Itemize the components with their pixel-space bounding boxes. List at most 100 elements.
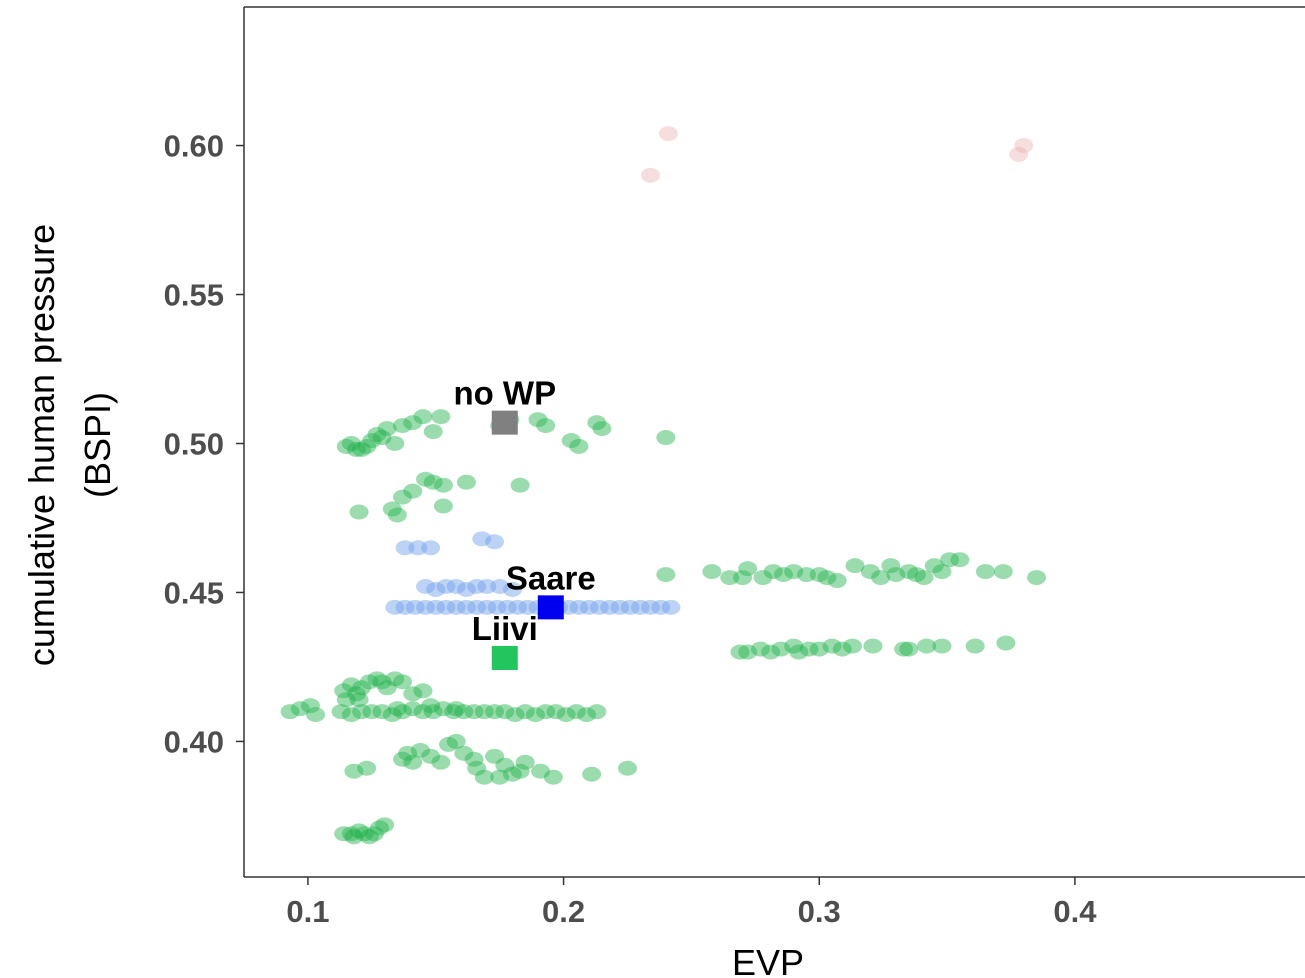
data-point-s0-135 — [421, 748, 441, 764]
data-point-s0-98 — [336, 692, 356, 708]
data-point-s0-154 — [341, 826, 361, 842]
data-point-s1-6 — [446, 599, 466, 615]
data-point-s0-74 — [799, 641, 819, 657]
data-point-s0-23 — [561, 433, 581, 449]
data-point-s1-33 — [467, 579, 487, 595]
data-point-s0-89 — [352, 680, 372, 696]
data-point-s0-86 — [334, 683, 354, 699]
data-point-s0-61 — [940, 552, 960, 568]
data-point-s0-146 — [510, 763, 530, 779]
data-point-s0-141 — [467, 760, 487, 776]
data-point-s0-92 — [372, 674, 392, 690]
data-point-s0-13 — [385, 435, 405, 451]
data-point-s0-134 — [410, 742, 430, 758]
data-point-s0-88 — [346, 686, 366, 702]
data-point-s0-120 — [536, 704, 556, 720]
data-point-s0-60 — [932, 564, 952, 580]
data-point-s0-50 — [827, 573, 847, 589]
data-point-s0-57 — [906, 567, 926, 583]
data-point-s1-0 — [385, 599, 405, 615]
data-point-s0-70 — [761, 644, 781, 660]
data-point-s0-83 — [932, 638, 952, 654]
data-point-s0-111 — [444, 704, 464, 720]
data-point-s0-80 — [894, 641, 914, 657]
data-point-s0-12 — [377, 421, 397, 437]
data-point-s1-31 — [446, 579, 466, 595]
data-point-s0-153 — [334, 826, 354, 842]
data-point-s0-130 — [357, 760, 377, 776]
data-point-s0-125 — [587, 704, 607, 720]
data-point-s0-69 — [750, 641, 770, 657]
data-point-s0-87 — [341, 677, 361, 693]
data-point-s1-22 — [610, 599, 630, 615]
data-point-s0-138 — [446, 733, 466, 749]
data-point-s1-23 — [620, 599, 640, 615]
data-point-s0-34 — [423, 474, 443, 490]
data-point-s0-156 — [354, 826, 374, 842]
data-point-s1-34 — [477, 579, 497, 595]
data-point-s0-151 — [617, 760, 637, 776]
data-point-s1-2 — [405, 599, 425, 615]
data-point-s0-71 — [771, 641, 791, 657]
data-point-s0-108 — [413, 704, 433, 720]
data-point-s0-121 — [546, 704, 566, 720]
data-point-s0-68 — [738, 644, 758, 660]
data-point-s1-41 — [485, 534, 505, 550]
annotation-liivi: Liivi — [472, 610, 538, 647]
data-point-s0-14 — [393, 418, 413, 434]
data-point-s0-78 — [842, 638, 862, 654]
data-point-s0-112 — [454, 704, 474, 720]
data-point-s1-3 — [416, 599, 436, 615]
data-point-s1-32 — [456, 581, 476, 597]
data-point-s1-5 — [436, 599, 456, 615]
data-point-s0-63 — [975, 564, 995, 580]
data-point-s1-19 — [579, 599, 599, 615]
data-point-s1-38 — [408, 540, 428, 556]
x-tick-label: 0.3 — [798, 894, 841, 929]
plot-marks: no WP Saare Liivi — [280, 126, 1047, 845]
data-point-s0-97 — [413, 683, 433, 699]
data-point-s1-18 — [569, 599, 589, 615]
data-point-s0-147 — [515, 754, 535, 770]
data-point-s0-101 — [341, 707, 361, 723]
data-point-s2-0 — [658, 126, 678, 142]
data-point-s0-52 — [860, 564, 880, 580]
data-point-s0-36 — [433, 498, 453, 514]
data-point-s0-41 — [733, 570, 753, 586]
data-point-s0-131 — [393, 751, 413, 767]
data-point-s1-8 — [467, 599, 487, 615]
data-point-s0-38 — [510, 477, 530, 493]
data-point-s0-31 — [393, 489, 413, 505]
data-point-s0-6 — [346, 441, 366, 457]
data-point-s0-145 — [502, 766, 522, 782]
data-point-s0-79 — [863, 638, 883, 654]
data-point-s0-100 — [331, 704, 351, 720]
data-point-s0-9 — [362, 433, 382, 449]
data-point-s0-148 — [531, 763, 551, 779]
data-point-s0-124 — [577, 707, 597, 723]
data-point-s0-96 — [403, 686, 423, 702]
data-point-s0-133 — [403, 754, 423, 770]
data-point-s0-110 — [433, 701, 453, 717]
data-point-s1-37 — [395, 540, 415, 556]
data-point-s0-127 — [446, 701, 466, 717]
data-point-s1-9 — [477, 599, 497, 615]
data-point-s0-16 — [413, 409, 433, 425]
data-point-s0-22 — [536, 418, 556, 434]
data-point-s0-104 — [372, 704, 392, 720]
data-point-s0-103 — [362, 704, 382, 720]
data-point-s0-106 — [393, 704, 413, 720]
data-point-s0-54 — [881, 558, 901, 574]
data-point-s0-1 — [290, 701, 310, 717]
data-point-s0-49 — [817, 570, 837, 586]
data-point-s0-43 — [753, 570, 773, 586]
data-point-s1-25 — [641, 599, 661, 615]
data-point-s0-113 — [464, 704, 484, 720]
data-point-s0-64 — [993, 564, 1013, 580]
y-tick-label: 0.40 — [164, 724, 224, 759]
data-point-s0-91 — [367, 671, 387, 687]
data-point-s0-47 — [796, 567, 816, 583]
data-point-s0-46 — [784, 564, 804, 580]
data-point-s1-1 — [395, 599, 415, 615]
